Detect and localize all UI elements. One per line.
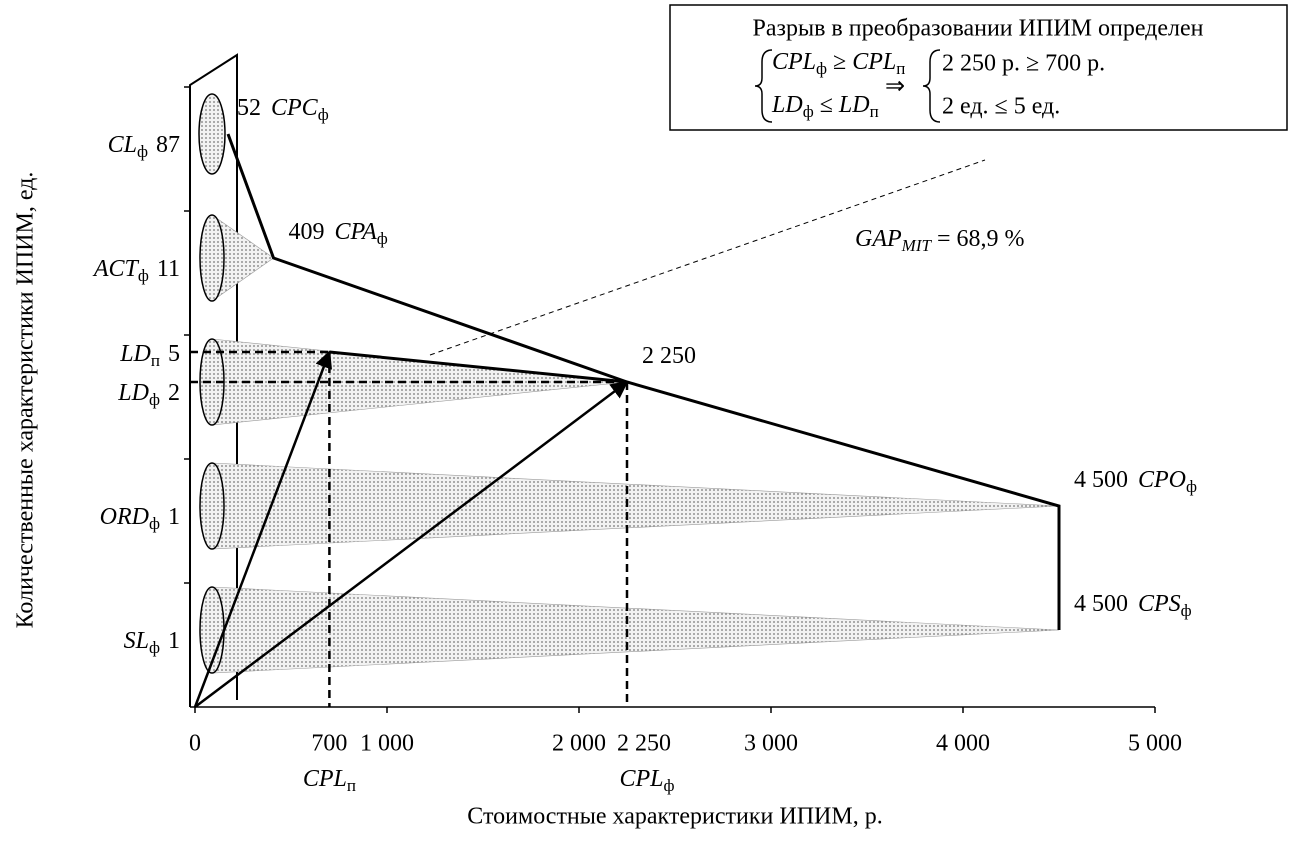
value-number: 52: [237, 95, 261, 121]
cpl-tick-label: 700: [311, 731, 347, 757]
text-part: ≥: [827, 49, 852, 75]
subscript: ф: [377, 229, 388, 248]
category-label: LDп 5: [119, 341, 180, 370]
category-label: ACTф 11: [92, 256, 180, 285]
subscript: п: [870, 102, 879, 121]
text-part: CPL: [303, 766, 347, 792]
text-part: GAP: [855, 226, 902, 252]
category-count: 5: [168, 341, 180, 367]
text-part: CPC: [271, 95, 319, 121]
category-count: 2: [168, 380, 180, 406]
right-brace: [922, 49, 941, 123]
value-label: 409 CPAф: [289, 219, 388, 248]
subscript: ф: [149, 638, 160, 657]
subscript: ф: [664, 776, 675, 795]
value-number: 409: [289, 219, 325, 245]
category-label: CLф 87: [108, 132, 180, 161]
category-label: ORDф 1: [100, 504, 180, 533]
text-part: ≤: [814, 92, 839, 118]
subscript: п: [896, 59, 905, 78]
text-part: = 68,9 %: [931, 226, 1025, 252]
category-label: SLф 1: [124, 628, 180, 657]
subscript: п: [347, 776, 356, 795]
category-label: LDф 2: [117, 380, 180, 409]
x-tick-label: 2 000: [552, 731, 606, 757]
cpl-tick-label: 2 250: [617, 731, 671, 757]
cone-base: [199, 462, 225, 550]
subscript: ф: [149, 514, 160, 533]
y-axis-title: Количественные характеристики ИПИМ, ед.: [13, 172, 39, 629]
subscript: ф: [803, 102, 814, 121]
subscript: ф: [1181, 601, 1192, 620]
subscript: ф: [816, 59, 827, 78]
cpl-name: CPLп: [303, 766, 356, 795]
cpl-name: CPLф: [619, 766, 674, 795]
text-part: LD: [119, 341, 151, 367]
x-axis-title: Стоимостные характеристики ИПИМ, р.: [467, 804, 882, 830]
box-title: Разрыв в преобразовании ИПИМ определен: [752, 16, 1203, 42]
subscript: MIT: [901, 236, 933, 255]
subscript: ф: [1186, 477, 1197, 496]
box-condition: LDф ≤ LDп: [771, 92, 879, 121]
cpl-arrow: [194, 380, 629, 708]
box-right: 2 ед. ≤ 5 ед.: [942, 94, 1060, 120]
subscript: ф: [137, 142, 148, 161]
implies: ⇒: [885, 74, 905, 100]
text-part: CPA: [335, 219, 378, 245]
category-count: 1: [168, 628, 180, 654]
leader-line: [429, 159, 986, 356]
text-part: CPL: [619, 766, 663, 792]
value-label: 4 500 CPOф: [1074, 467, 1197, 496]
category-count: 11: [157, 256, 180, 282]
cone-base: [199, 214, 225, 302]
value-number: 2 250: [642, 343, 696, 369]
cone: [211, 462, 1060, 550]
subscript: ф: [318, 105, 329, 124]
text-part: CPS: [1138, 591, 1181, 617]
text-part: LD: [838, 92, 870, 118]
plan-fact-link: [329, 350, 628, 384]
left-brace: [754, 49, 773, 123]
value-number: 4 500: [1074, 591, 1128, 617]
value-label: 4 500 CPSф: [1074, 591, 1192, 620]
x-tick-label: 0: [189, 731, 201, 757]
cpl-arrow: [193, 350, 333, 708]
box-condition: CPLф ≥ CPLп: [772, 49, 905, 78]
text-part: CPL: [772, 49, 816, 75]
cone-base: [198, 93, 226, 175]
text-part: LD: [771, 92, 803, 118]
text-part: CPL: [852, 49, 896, 75]
annotation-box: [669, 4, 1288, 131]
text-part: CPO: [1138, 467, 1186, 493]
x-tick-label: 3 000: [744, 731, 798, 757]
x-tick-label: 4 000: [936, 731, 990, 757]
text-part: LD: [117, 380, 149, 406]
box-right: 2 250 р. ≥ 700 р.: [942, 51, 1105, 77]
subscript: ф: [138, 266, 149, 285]
category-count: 1: [168, 504, 180, 530]
text-part: ACT: [92, 256, 140, 282]
x-tick-label: 1 000: [360, 731, 414, 757]
category-count: 87: [156, 132, 180, 158]
value-number: 4 500: [1074, 467, 1128, 493]
value-label: 2 250: [642, 343, 696, 369]
text-part: SL: [124, 628, 149, 654]
gap-label: GAPMIT = 68,9 %: [855, 226, 1024, 255]
text-part: ORD: [100, 504, 149, 530]
value-label: 52 CPCф: [237, 95, 329, 124]
text-part: CL: [108, 132, 137, 158]
x-tick-label: 5 000: [1128, 731, 1182, 757]
subscript: п: [151, 351, 160, 370]
subscript: ф: [149, 390, 160, 409]
